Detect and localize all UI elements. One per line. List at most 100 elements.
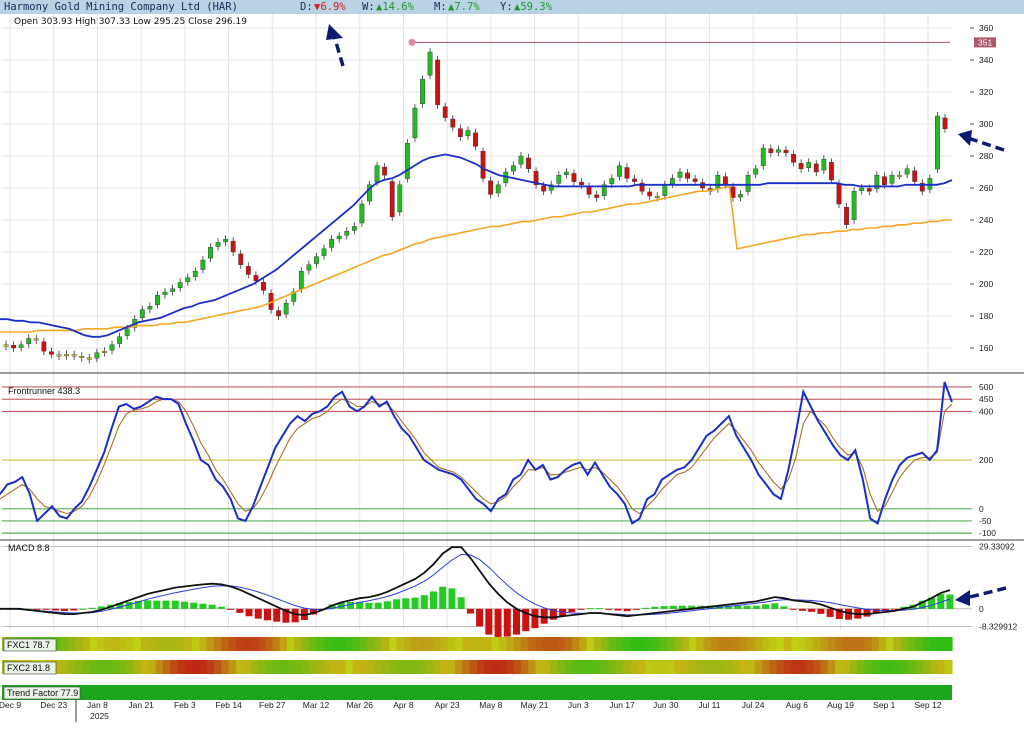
axis-layer: Dec 9 Dec 23 Jan 8 Jan 21 Feb 3 Feb 14 Feb 27 M… (0, 23, 1018, 722)
x-tick-label: Dec 9 (0, 700, 21, 710)
fxc2-cell (213, 660, 222, 674)
candle-body (139, 309, 145, 318)
fxc1-cell (601, 637, 610, 651)
fxc1-cell (608, 637, 617, 651)
x-tick-label: Sep 1 (873, 700, 895, 710)
annotation-arrow-macd (965, 586, 1007, 600)
fxc2-cell (630, 660, 639, 674)
yearly-change-value: ▲59.3% (514, 1, 552, 13)
candle-body (147, 306, 153, 310)
candle-body (669, 178, 675, 185)
macd-histogram-bar (808, 608, 816, 612)
macd-histogram-bar (383, 601, 391, 609)
fxc2-cell (82, 660, 91, 674)
fxc2-cell (462, 660, 471, 674)
macd-histogram-bar (642, 607, 650, 609)
fxc2-cell (900, 660, 909, 674)
macd-histogram-bar (845, 608, 853, 620)
x-tick-label: May 8 (479, 700, 502, 710)
macd-histogram-bar (596, 608, 604, 610)
fxc1-cell (477, 637, 485, 651)
candle-body (677, 171, 683, 178)
macd-histogram-bar (494, 608, 502, 637)
fxc2-cell (345, 660, 354, 674)
chart-title-bar: Harmony Gold Mining Company Ltd (HAR) D:… (0, 0, 1024, 14)
frontrunner-signal-line (0, 398, 953, 515)
x-tick-label: Jan 8 (87, 700, 108, 710)
candle-body (102, 351, 107, 353)
candle-body (11, 345, 16, 349)
fxc2-cell (944, 660, 953, 674)
macd-histogram-bar (605, 608, 613, 610)
macd-histogram-bar (771, 603, 779, 609)
macd-histogram-bar (623, 608, 631, 612)
fxc1-cell (937, 637, 946, 651)
x-tick-label: Mar 12 (303, 700, 330, 710)
candle-body (465, 130, 471, 137)
macd-histogram-bar (88, 607, 96, 609)
candle-body (420, 78, 425, 104)
fxc2-cell (696, 660, 705, 674)
fxc2-cell (323, 660, 332, 674)
fxc2-cell (330, 660, 339, 674)
macd-histogram-bar (651, 606, 659, 609)
fxc1-cell (637, 637, 646, 651)
candle-body (874, 174, 880, 189)
candle-body (866, 188, 872, 192)
fxc-panel: FXC1 78.7 FXC2 81.8 Trend Factor 77.9 (2, 637, 953, 700)
fxc2-label: FXC2 81.8 (7, 663, 50, 673)
macd-histogram-bar (356, 601, 364, 609)
fxc2-cell (798, 660, 807, 674)
fxc2-cell (75, 660, 83, 674)
fxc2-cell (769, 660, 778, 674)
fxc1-cell (192, 637, 200, 651)
fxc1-cell (111, 637, 120, 651)
fxc1-cell (542, 637, 551, 651)
macd-histogram-bar (42, 608, 50, 610)
fxc2-cell (776, 660, 785, 674)
fxc2-cell (718, 660, 727, 674)
macd-histogram-bar (928, 597, 936, 609)
fxc1-cell (842, 637, 851, 651)
fxc1-cell (813, 637, 822, 651)
fxc1-cell (89, 637, 98, 651)
fxc1-cell (513, 637, 522, 651)
macd-histogram-bar (171, 600, 179, 609)
candle-body (26, 338, 32, 345)
level-label: 500 (979, 382, 993, 392)
fxc1-cell (360, 637, 368, 651)
candle-body (71, 354, 77, 357)
fxc2-cell (535, 660, 544, 674)
macd-histogram-bar (282, 608, 290, 623)
candle-body (541, 185, 547, 192)
macd-histogram-bar (937, 593, 945, 609)
fxc2-cell (382, 660, 390, 674)
fxc2-cell (89, 660, 98, 674)
fxc2-cell (301, 660, 310, 674)
trend-factor-label: Trend Factor 77.9 (7, 688, 78, 698)
macd-histogram-bar (337, 602, 345, 609)
fxc2-cell (433, 660, 442, 674)
y-tick-label: 220 (979, 247, 993, 257)
fxc2-cell (316, 660, 325, 674)
fxc1-cell (776, 637, 785, 651)
candle-body (64, 354, 69, 357)
macd-histogram-bar (577, 608, 585, 610)
candle-body (404, 142, 410, 179)
fxc2-cell (148, 660, 157, 674)
fxc2-cell (783, 660, 792, 674)
fxc1-cell (805, 637, 814, 651)
candle-body (616, 165, 622, 177)
fxc2-label-box (3, 661, 57, 675)
fxc1-cell (265, 637, 273, 651)
macd-histogram-bar (586, 608, 594, 610)
fxc1-cell (308, 637, 317, 651)
macd-panel (0, 546, 1007, 637)
y-tick-label: 360 (979, 23, 993, 33)
candle-body (177, 282, 183, 289)
fxc1-cell (294, 637, 303, 651)
fxc2-cell (367, 660, 376, 674)
macd-histogram-bar (881, 608, 889, 612)
candle-body (897, 174, 902, 177)
candle-body (685, 172, 690, 179)
